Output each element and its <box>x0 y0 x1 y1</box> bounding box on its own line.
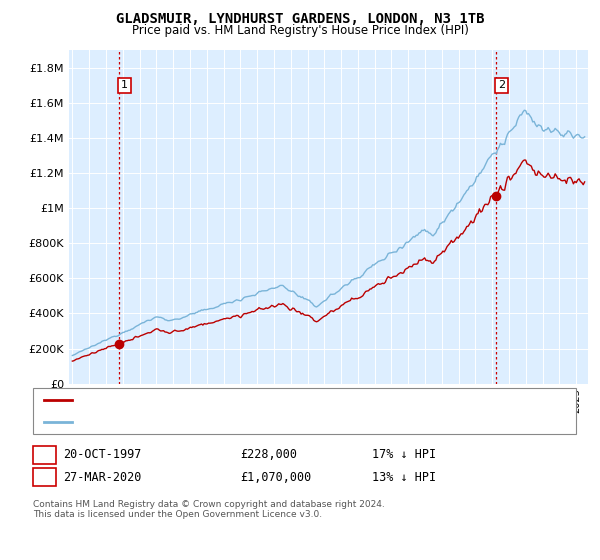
Text: 2: 2 <box>498 81 505 91</box>
Text: 27-MAR-2020: 27-MAR-2020 <box>63 470 142 484</box>
Text: Price paid vs. HM Land Registry's House Price Index (HPI): Price paid vs. HM Land Registry's House … <box>131 24 469 37</box>
Text: 1: 1 <box>121 81 128 91</box>
Text: 13% ↓ HPI: 13% ↓ HPI <box>372 470 436 484</box>
Text: £1,070,000: £1,070,000 <box>240 470 311 484</box>
Text: GLADSMUIR, LYNDHURST GARDENS, LONDON, N3 1TB: GLADSMUIR, LYNDHURST GARDENS, LONDON, N3… <box>116 12 484 26</box>
Text: 2: 2 <box>41 470 48 484</box>
Text: HPI: Average price, detached house, Barnet: HPI: Average price, detached house, Barn… <box>78 417 341 427</box>
Text: GLADSMUIR, LYNDHURST GARDENS, LONDON, N3 1TB (detached house): GLADSMUIR, LYNDHURST GARDENS, LONDON, N3… <box>78 395 459 405</box>
Text: Contains HM Land Registry data © Crown copyright and database right 2024.
This d: Contains HM Land Registry data © Crown c… <box>33 500 385 519</box>
Text: 1: 1 <box>41 448 48 461</box>
Text: 17% ↓ HPI: 17% ↓ HPI <box>372 448 436 461</box>
Text: £228,000: £228,000 <box>240 448 297 461</box>
Text: 20-OCT-1997: 20-OCT-1997 <box>63 448 142 461</box>
